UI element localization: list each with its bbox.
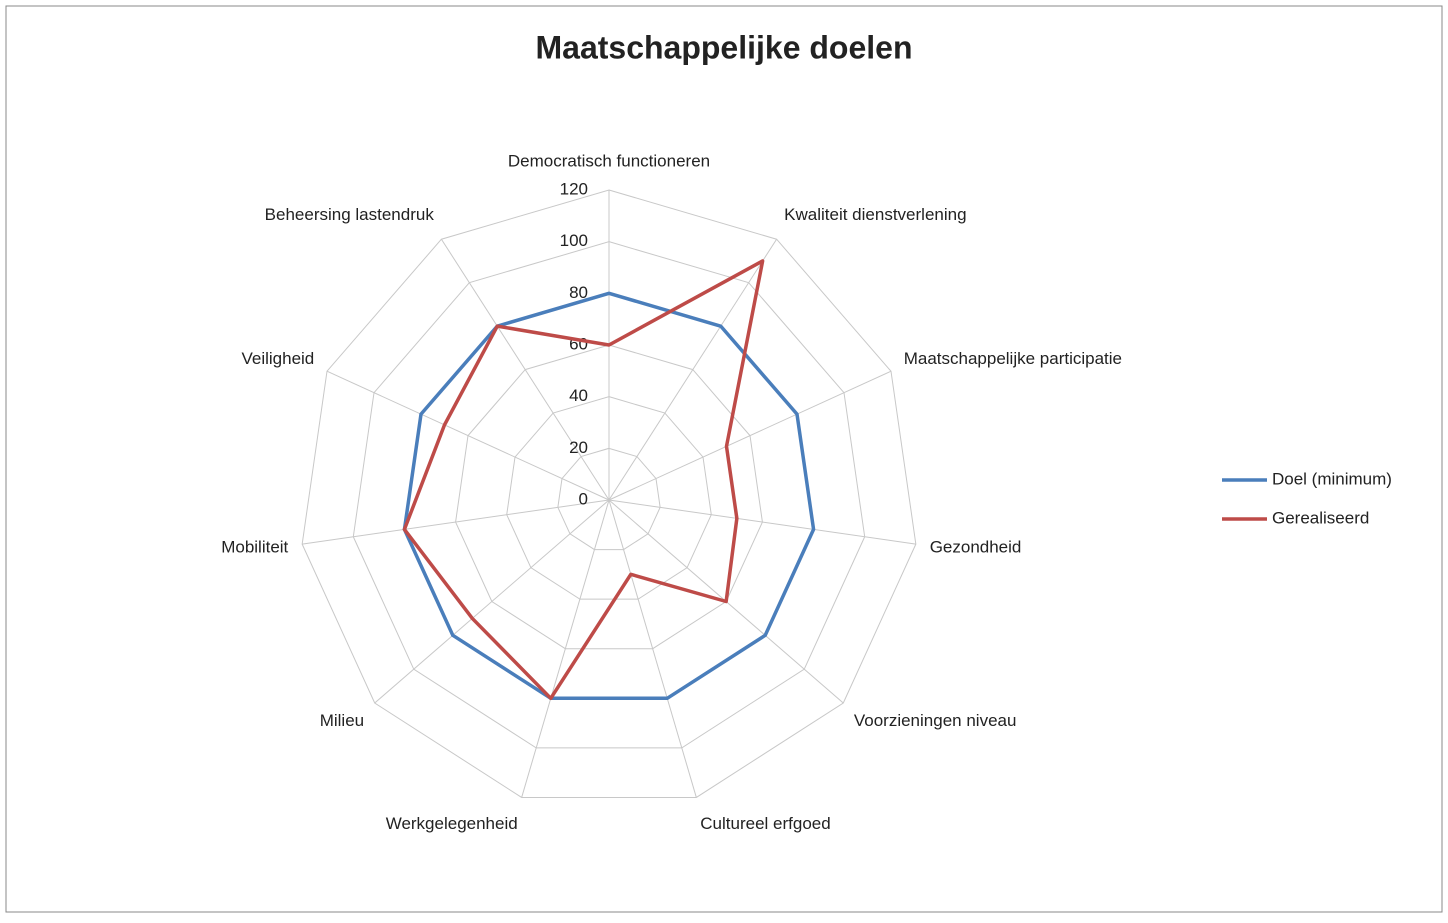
category-label: Gezondheid bbox=[930, 538, 1022, 557]
category-label: Mobiliteit bbox=[221, 538, 288, 557]
spoke bbox=[440, 238, 610, 501]
spoke bbox=[326, 370, 610, 501]
chart-frame bbox=[5, 5, 1443, 913]
grid-ring bbox=[557, 447, 661, 551]
grid-ring bbox=[301, 189, 917, 798]
axis-tick-label: 120 bbox=[560, 179, 588, 198]
axis-tick-label: 0 bbox=[579, 489, 588, 508]
axis-tick-label: 100 bbox=[560, 231, 588, 250]
grid-ring bbox=[506, 396, 712, 600]
legend-label: Gerealiseerd bbox=[1272, 508, 1369, 527]
spoke bbox=[608, 499, 697, 798]
grid-ring bbox=[352, 241, 866, 749]
category-label: Werkgelegenheid bbox=[386, 814, 518, 833]
series-line bbox=[402, 259, 765, 701]
spoke bbox=[608, 370, 892, 501]
grid-ring bbox=[455, 344, 763, 650]
spoke bbox=[608, 238, 778, 501]
spoke bbox=[374, 499, 610, 704]
category-label: Veiligheid bbox=[241, 349, 314, 368]
chart-title: Maatschappelijke doelen bbox=[535, 29, 912, 65]
category-label: Milieu bbox=[320, 711, 364, 730]
category-label: Voorzieningen niveau bbox=[854, 711, 1017, 730]
spoke bbox=[608, 499, 916, 545]
category-label: Cultureel erfgoed bbox=[700, 814, 830, 833]
category-label: Democratisch functioneren bbox=[508, 151, 710, 170]
legend-label: Doel (minimum) bbox=[1272, 469, 1392, 488]
category-label: Maatschappelijke participatie bbox=[904, 349, 1122, 368]
axis-tick-label: 40 bbox=[569, 386, 588, 405]
spoke bbox=[302, 499, 610, 545]
series-line bbox=[402, 291, 816, 701]
category-label: Beheersing lastendruk bbox=[265, 205, 435, 224]
category-label: Kwaliteit dienstverlening bbox=[784, 205, 966, 224]
axis-tick-label: 80 bbox=[569, 283, 588, 302]
spoke bbox=[521, 499, 610, 798]
axis-tick-label: 20 bbox=[569, 438, 588, 457]
